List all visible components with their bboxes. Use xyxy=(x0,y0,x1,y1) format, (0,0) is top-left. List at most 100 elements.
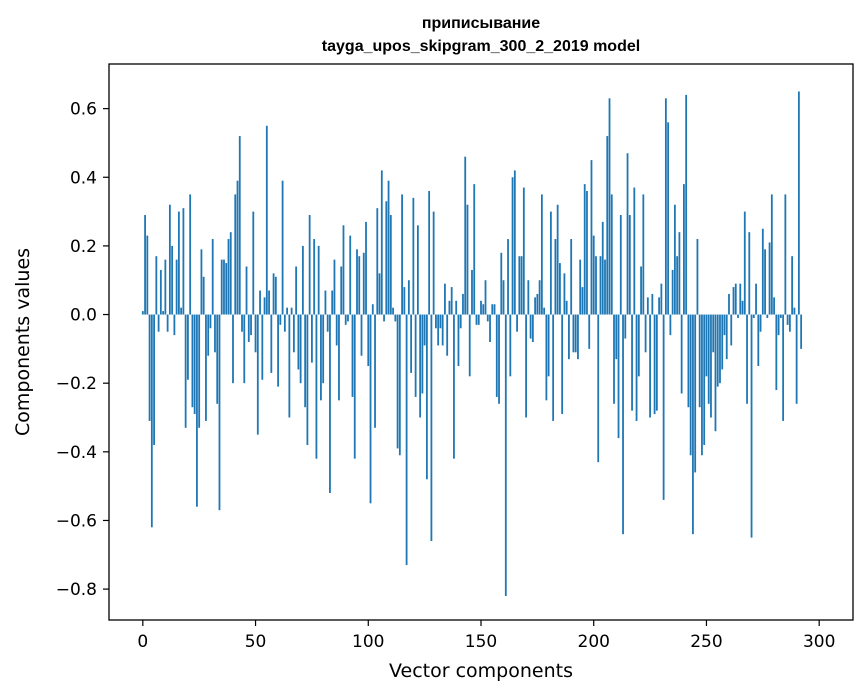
bar-164 xyxy=(511,177,514,315)
bar-121 xyxy=(414,314,417,397)
y-tick-label: 0.6 xyxy=(70,100,97,120)
bar-228 xyxy=(655,314,658,411)
bar-65 xyxy=(288,314,291,418)
bar-103 xyxy=(374,314,376,428)
bar-218 xyxy=(633,187,636,315)
bar-214 xyxy=(624,314,627,339)
bar-96 xyxy=(358,256,361,315)
bar-107 xyxy=(383,314,385,322)
bar-150 xyxy=(480,300,482,315)
bar-68 xyxy=(295,266,298,315)
bar-77 xyxy=(315,314,318,459)
bar-274 xyxy=(759,314,762,332)
bar-259 xyxy=(725,314,728,360)
bar-148 xyxy=(475,314,478,325)
bar-55 xyxy=(265,125,268,315)
bar-101 xyxy=(369,314,372,504)
bar-54 xyxy=(263,297,266,315)
bar-241 xyxy=(685,94,688,315)
bar-41 xyxy=(234,194,237,315)
bar-176 xyxy=(538,280,541,315)
bar-217 xyxy=(631,314,633,411)
bar-244 xyxy=(692,314,694,535)
bar-158 xyxy=(498,314,500,404)
bar-23 xyxy=(193,314,196,415)
bar-100 xyxy=(367,314,370,367)
bar-25 xyxy=(198,314,201,428)
plot-area xyxy=(109,64,853,620)
bar-269 xyxy=(748,232,751,315)
bar-28 xyxy=(205,314,207,421)
bar-7 xyxy=(157,314,160,332)
bar-201 xyxy=(595,256,597,315)
bar-289 xyxy=(793,307,796,315)
bar-5 xyxy=(153,314,155,445)
bar-263 xyxy=(734,283,737,315)
bar-284 xyxy=(782,314,785,421)
y-tick-label: −0.4 xyxy=(56,443,97,463)
bar-161 xyxy=(504,314,507,596)
bar-281 xyxy=(775,314,778,391)
bar-99 xyxy=(365,221,367,315)
bar-80 xyxy=(322,314,325,384)
bar-190 xyxy=(570,239,573,315)
bar-253 xyxy=(712,314,715,353)
bar-2 xyxy=(146,235,149,315)
bar-237 xyxy=(676,256,679,315)
bar-43 xyxy=(238,136,241,315)
bar-167 xyxy=(518,256,521,315)
bar-6 xyxy=(155,256,158,315)
bar-62 xyxy=(281,180,284,315)
bar-222 xyxy=(642,194,645,315)
y-tick-label: −0.6 xyxy=(56,511,97,531)
bar-209 xyxy=(613,314,615,404)
bar-240 xyxy=(683,184,685,315)
bar-124 xyxy=(421,314,424,394)
bar-13 xyxy=(171,245,174,315)
bar-95 xyxy=(356,249,358,315)
bar-188 xyxy=(565,300,568,315)
bar-70 xyxy=(299,314,302,384)
bar-113 xyxy=(396,314,399,449)
bar-220 xyxy=(637,314,640,377)
bar-278 xyxy=(768,242,771,315)
bar-208 xyxy=(610,194,613,315)
bar-195 xyxy=(581,287,584,315)
bar-140 xyxy=(457,314,460,367)
bar-292 xyxy=(800,314,803,349)
bar-157 xyxy=(495,314,498,397)
bar-156 xyxy=(493,304,496,315)
chart-title-line1: приписывание xyxy=(422,15,540,32)
bar-160 xyxy=(502,280,505,315)
bar-29 xyxy=(207,314,210,356)
bar-212 xyxy=(619,215,622,315)
bar-141 xyxy=(459,314,462,329)
bar-165 xyxy=(513,170,516,315)
bar-57 xyxy=(270,314,273,373)
bar-285 xyxy=(784,194,787,315)
bar-177 xyxy=(540,194,543,315)
bar-127 xyxy=(428,190,431,315)
bar-30 xyxy=(209,314,212,329)
bar-185 xyxy=(559,263,561,315)
bar-202 xyxy=(597,314,600,463)
bar-288 xyxy=(791,256,794,315)
bar-40 xyxy=(232,314,234,384)
bar-229 xyxy=(658,297,661,315)
bar-10 xyxy=(164,259,167,315)
bar-3 xyxy=(148,314,151,421)
bar-149 xyxy=(477,314,480,325)
bar-44 xyxy=(241,314,243,332)
bar-53 xyxy=(261,314,264,380)
x-axis-ticks: 0 50 100 150 200 250 300 xyxy=(137,620,835,652)
bar-119 xyxy=(410,314,413,373)
bar-159 xyxy=(500,252,503,315)
bar-194 xyxy=(579,259,582,315)
bar-133 xyxy=(441,314,444,346)
bar-279 xyxy=(770,194,773,315)
bar-200 xyxy=(592,235,595,315)
bar-49 xyxy=(252,211,255,315)
bar-109 xyxy=(387,180,390,315)
bar-51 xyxy=(256,314,259,435)
